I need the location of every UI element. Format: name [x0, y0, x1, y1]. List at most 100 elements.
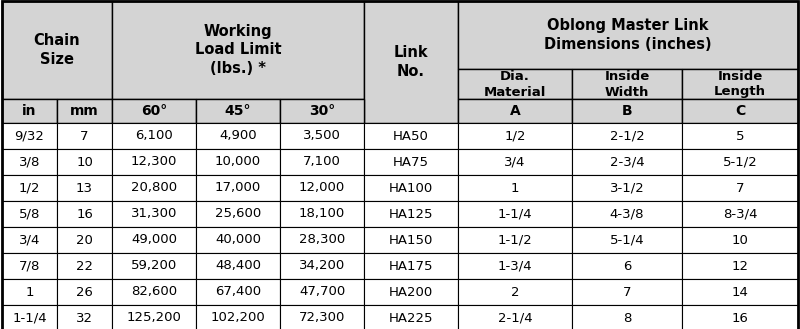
Bar [196, 253, 280, 279]
Text: in: in [22, 104, 37, 118]
Bar [364, 305, 458, 329]
Bar [572, 253, 682, 279]
Bar [682, 227, 798, 253]
Text: HA200: HA200 [389, 286, 433, 298]
Bar [280, 175, 364, 201]
Text: 1: 1 [26, 286, 34, 298]
Text: 3/4: 3/4 [19, 234, 40, 246]
Bar [458, 279, 572, 305]
Bar [57, 227, 112, 253]
Bar [57, 253, 112, 279]
Bar [364, 175, 458, 201]
Bar [112, 123, 196, 149]
Bar [57, 201, 112, 227]
Bar [112, 227, 196, 253]
Text: 7: 7 [736, 182, 744, 194]
Text: HA225: HA225 [389, 312, 434, 324]
Bar [458, 123, 572, 149]
Text: 1-3/4: 1-3/4 [498, 260, 532, 272]
Text: 12,300: 12,300 [131, 156, 177, 168]
Text: Dia.
Material: Dia. Material [484, 69, 546, 98]
Bar [196, 123, 280, 149]
Bar [57, 305, 112, 329]
Text: 9/32: 9/32 [14, 130, 45, 142]
Text: 8-3/4: 8-3/4 [722, 208, 758, 220]
Bar [364, 279, 458, 305]
Text: Link
No.: Link No. [394, 45, 428, 79]
Bar [57, 175, 112, 201]
Bar [364, 227, 458, 253]
Bar [2, 227, 57, 253]
Text: 3/4: 3/4 [504, 156, 526, 168]
Text: 5: 5 [736, 130, 744, 142]
Bar [196, 149, 280, 175]
Bar [364, 149, 458, 175]
Bar [2, 201, 57, 227]
Text: 16: 16 [76, 208, 93, 220]
Bar [280, 123, 364, 149]
Bar [112, 1, 364, 99]
Text: 2-1/4: 2-1/4 [498, 312, 532, 324]
Text: HA50: HA50 [393, 130, 429, 142]
Bar [364, 201, 458, 227]
Text: 10,000: 10,000 [215, 156, 261, 168]
Bar [112, 253, 196, 279]
Text: 1/2: 1/2 [504, 130, 526, 142]
Bar [196, 279, 280, 305]
Text: 1/2: 1/2 [18, 182, 40, 194]
Text: 16: 16 [731, 312, 749, 324]
Text: 10: 10 [731, 234, 749, 246]
Bar [682, 253, 798, 279]
Text: Chain
Size: Chain Size [34, 33, 80, 67]
Text: 7: 7 [80, 130, 89, 142]
Text: 20: 20 [76, 234, 93, 246]
Bar [572, 123, 682, 149]
Bar [2, 305, 57, 329]
Bar [280, 279, 364, 305]
Text: 1-1/4: 1-1/4 [498, 208, 532, 220]
Text: 30°: 30° [309, 104, 335, 118]
Bar [458, 201, 572, 227]
Text: 125,200: 125,200 [126, 312, 182, 324]
Text: 5-1/2: 5-1/2 [722, 156, 758, 168]
Text: 5/8: 5/8 [19, 208, 40, 220]
Text: 14: 14 [731, 286, 749, 298]
Text: 72,300: 72,300 [299, 312, 345, 324]
Text: 59,200: 59,200 [131, 260, 177, 272]
Bar [364, 1, 458, 123]
Text: 2-3/4: 2-3/4 [610, 156, 644, 168]
Text: B: B [622, 104, 632, 118]
Text: 28,300: 28,300 [299, 234, 345, 246]
Text: 60°: 60° [141, 104, 167, 118]
Bar [682, 123, 798, 149]
Text: 13: 13 [76, 182, 93, 194]
Text: 10: 10 [76, 156, 93, 168]
Bar [112, 279, 196, 305]
Text: 45°: 45° [225, 104, 251, 118]
Text: mm: mm [70, 104, 99, 118]
Text: 3,500: 3,500 [303, 130, 341, 142]
Bar [57, 279, 112, 305]
Bar [458, 175, 572, 201]
Text: 22: 22 [76, 260, 93, 272]
Text: 18,100: 18,100 [299, 208, 345, 220]
Bar [458, 227, 572, 253]
Bar [196, 227, 280, 253]
Text: Inside
Width: Inside Width [604, 69, 650, 98]
Bar [196, 201, 280, 227]
Bar [682, 69, 798, 99]
Text: 47,700: 47,700 [299, 286, 345, 298]
Bar [682, 305, 798, 329]
Bar [572, 99, 682, 123]
Bar [112, 99, 196, 123]
Text: 12: 12 [731, 260, 749, 272]
Bar [57, 99, 112, 123]
Text: 7: 7 [622, 286, 631, 298]
Text: 4,900: 4,900 [219, 130, 257, 142]
Bar [682, 99, 798, 123]
Bar [572, 227, 682, 253]
Text: 34,200: 34,200 [299, 260, 345, 272]
Bar [112, 201, 196, 227]
Bar [2, 99, 57, 123]
Text: 6,100: 6,100 [135, 130, 173, 142]
